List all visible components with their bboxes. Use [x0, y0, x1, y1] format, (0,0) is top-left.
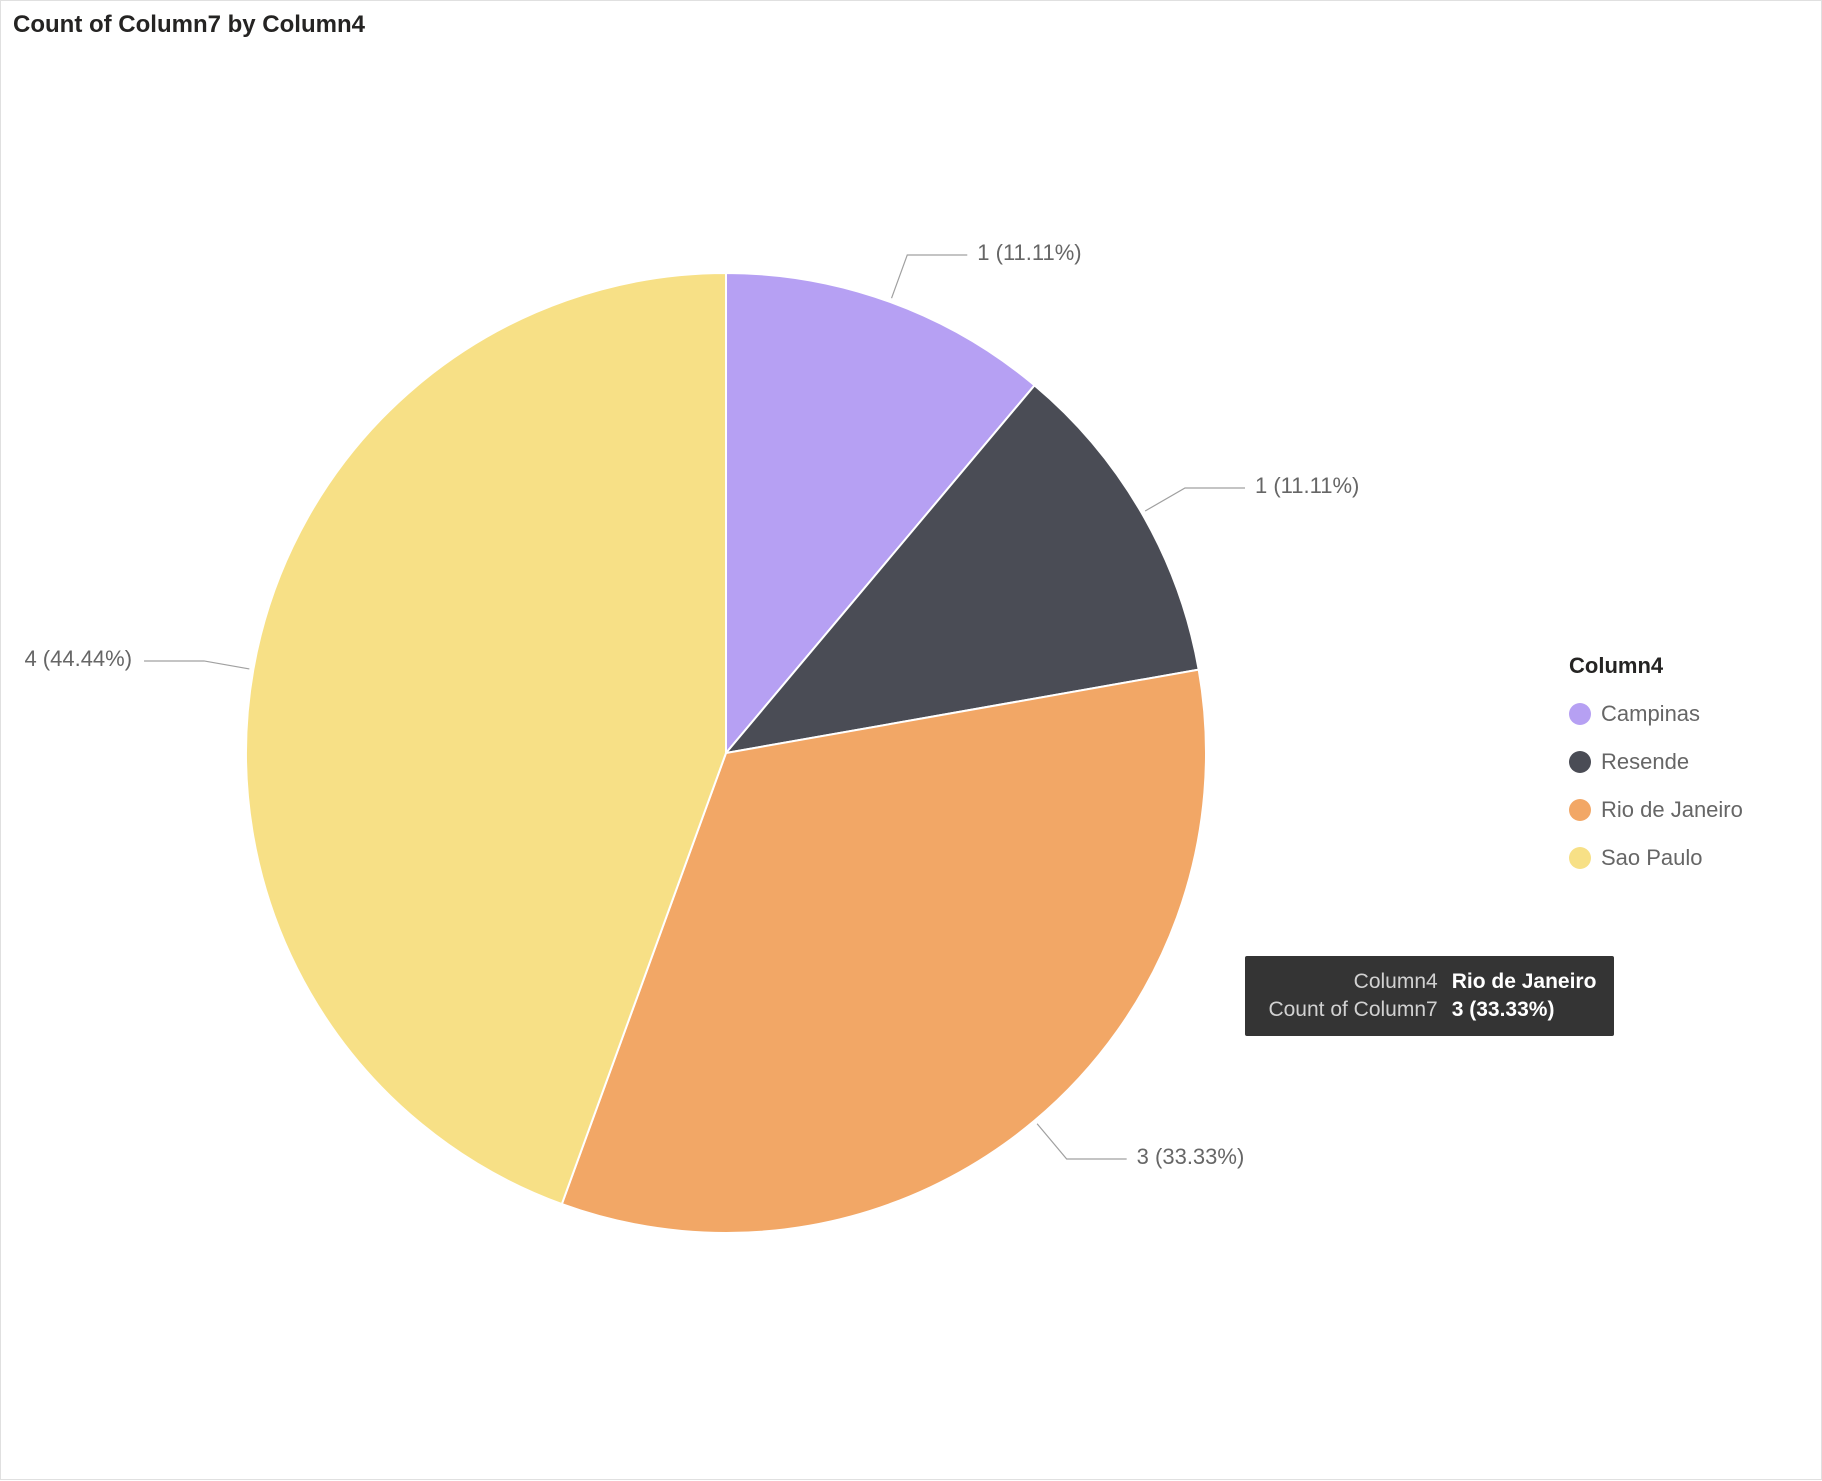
- legend-label: Resende: [1601, 749, 1689, 775]
- tooltip-key: Column4: [1263, 970, 1438, 994]
- tooltip-value: 3 (33.33%): [1452, 998, 1555, 1022]
- legend-item[interactable]: Resende: [1569, 749, 1743, 775]
- callout-label: 1 (11.11%): [1255, 473, 1359, 499]
- legend-title: Column4: [1569, 653, 1743, 679]
- legend-swatch: [1569, 751, 1591, 773]
- legend-label: Rio de Janeiro: [1601, 797, 1743, 823]
- callout-line: [892, 255, 968, 298]
- pie-chart[interactable]: [1, 1, 1822, 1481]
- legend-swatch: [1569, 847, 1591, 869]
- chart-container: Count of Column7 by Column4 1 (11.11%)1 …: [0, 0, 1822, 1480]
- legend-label: Sao Paulo: [1601, 845, 1703, 871]
- callout-label: 3 (33.33%): [1137, 1144, 1245, 1170]
- callout-line: [1145, 488, 1245, 511]
- legend-swatch: [1569, 703, 1591, 725]
- callout-line: [144, 661, 249, 669]
- tooltip-value: Rio de Janeiro: [1452, 970, 1597, 994]
- legend-item[interactable]: Rio de Janeiro: [1569, 797, 1743, 823]
- callout-line: [1037, 1124, 1127, 1159]
- tooltip-key: Count of Column7: [1263, 998, 1438, 1022]
- legend-swatch: [1569, 799, 1591, 821]
- legend-item[interactable]: Campinas: [1569, 701, 1743, 727]
- callout-label: 1 (11.11%): [977, 240, 1081, 266]
- legend-item[interactable]: Sao Paulo: [1569, 845, 1743, 871]
- tooltip: Column4 Rio de Janeiro Count of Column7 3 (…: [1245, 956, 1614, 1036]
- legend[interactable]: Column4 Campinas Resende Rio de Janeiro Sao…: [1569, 653, 1743, 871]
- callout-label: 4 (44.44%): [24, 646, 132, 672]
- legend-label: Campinas: [1601, 701, 1700, 727]
- tooltip-row: Column4 Rio de Janeiro: [1263, 970, 1596, 994]
- tooltip-row: Count of Column7 3 (33.33%): [1263, 998, 1596, 1022]
